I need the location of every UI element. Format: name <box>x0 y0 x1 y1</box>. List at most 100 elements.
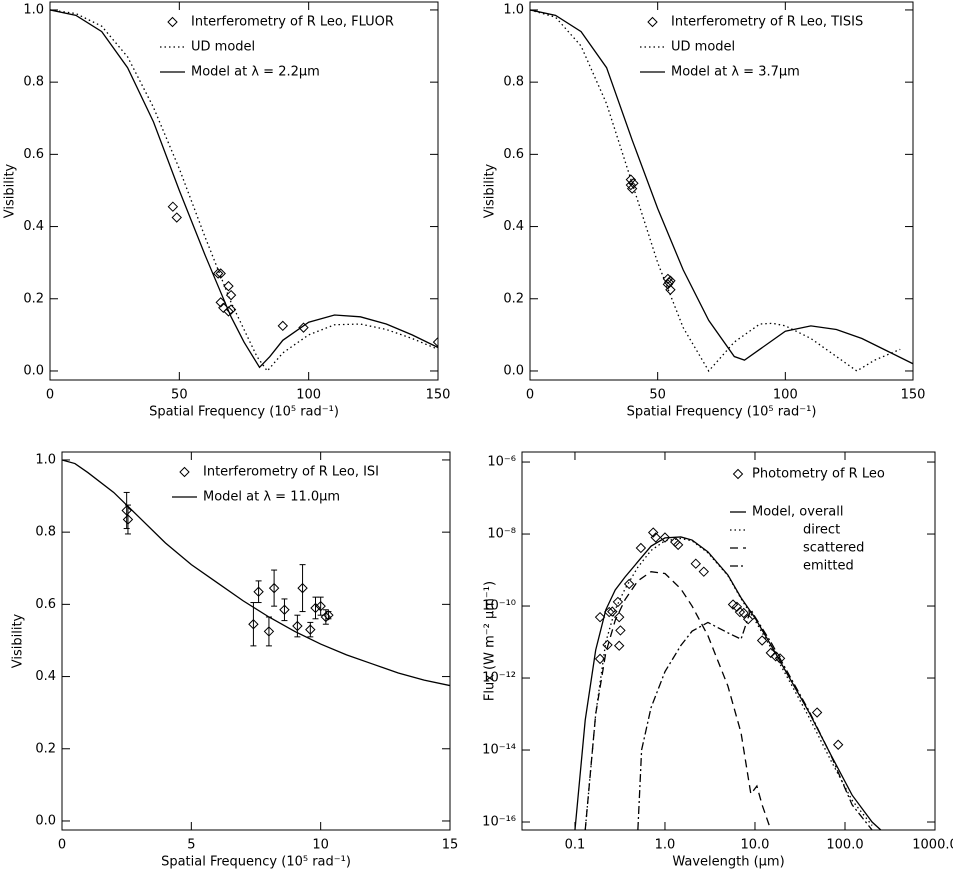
data-point <box>690 558 701 569</box>
y-tick-label: 0.0 <box>35 813 56 828</box>
y-tick-label: 0.4 <box>35 669 56 684</box>
y-tick-label: 0.2 <box>23 291 44 306</box>
data-point <box>756 635 768 646</box>
legend: Interferometry of R Leo, FLUOR UD model Mo… <box>160 15 394 80</box>
y-tick-label: 1.0 <box>503 2 524 17</box>
legend-label: Model, overall <box>752 505 843 520</box>
y-tick-label: 10⁻⁸ <box>487 527 516 542</box>
plot-frame <box>61 451 451 831</box>
data-point <box>625 174 637 185</box>
data-point <box>122 514 134 525</box>
model-line <box>574 536 882 830</box>
x-tick-label: 100 <box>296 388 321 403</box>
y-tick-label: 0.0 <box>23 363 44 378</box>
model-line <box>584 537 873 830</box>
data-point <box>594 653 606 665</box>
x-axis-title: Spatial Frequency (10⁵ rad⁻¹) <box>149 405 339 420</box>
data-point <box>223 306 234 317</box>
legend-label: emitted <box>803 559 854 574</box>
data-point <box>305 624 316 635</box>
data-point <box>248 619 259 630</box>
x-tick-label: 50 <box>649 388 666 403</box>
plot-frame <box>521 451 936 831</box>
x-tick-label: 1000.0 <box>912 838 953 853</box>
x-tick-label: 0.1 <box>565 838 586 853</box>
y-tick-label: 0.0 <box>503 363 524 378</box>
legend-label: UD model <box>671 40 735 55</box>
legend: Interferometry of R Leo, TISIS UD model Mo… <box>640 15 863 80</box>
legend-label: Interferometry of R Leo, ISI <box>203 465 379 480</box>
data-point <box>253 586 264 597</box>
data-point <box>613 611 625 623</box>
data-point <box>315 600 326 612</box>
y-tick-label: 0.6 <box>23 147 44 162</box>
model-line <box>62 459 450 687</box>
model-line <box>637 607 873 830</box>
data-point <box>310 602 321 614</box>
plot-area <box>62 459 450 687</box>
data-point <box>742 614 754 625</box>
data-point <box>212 268 224 279</box>
x-tick-label: 10.0 <box>741 838 770 853</box>
data-point <box>297 582 308 594</box>
data-point <box>223 280 234 292</box>
data-point <box>811 707 823 718</box>
legend-label: Photometry of R Leo <box>752 467 885 482</box>
legend-label: Model at λ = 11.0μm <box>203 490 340 505</box>
x-tick-label: 0 <box>526 388 534 403</box>
y-tick-label: 0.6 <box>35 597 56 612</box>
data-point <box>215 268 226 279</box>
y-tick-label: 10⁻¹⁶ <box>482 815 516 830</box>
y-axis-title: Flux (W m⁻² μm⁻¹) <box>483 581 498 701</box>
data-point <box>225 289 237 301</box>
model-line <box>50 9 438 373</box>
panel: 0 5 10 15 0.0 0.2 0.4 0.6 0.8 1.0 Spatial Frequenc… <box>11 451 458 870</box>
legend-label: Model at λ = 2.2μm <box>191 65 320 80</box>
data-point <box>650 532 661 543</box>
legend-label: Interferometry of R Leo, FLUOR <box>191 15 394 30</box>
panel: 0.1 1.0 10.0 100.0 1000.0 10⁻¹⁶ 10⁻¹⁴ 10⁻¹² 10⁻¹… <box>482 451 953 870</box>
data-point <box>738 607 749 619</box>
plot-frame <box>49 1 439 381</box>
x-tick-label: 0 <box>58 838 66 853</box>
y-axis-title: Visibility <box>483 163 498 218</box>
legend-label: direct <box>803 523 840 538</box>
data-point <box>647 527 659 538</box>
legend-label: UD model <box>191 40 255 55</box>
x-axis-title: Spatial Frequency (10⁵ rad⁻¹) <box>161 855 351 870</box>
panel: 0 50 100 150 0.0 0.2 0.4 0.6 0.8 1.0 Spatial Frequ… <box>3 1 451 420</box>
x-axis-title: Wavelength (μm) <box>672 855 784 870</box>
y-tick-label: 0.2 <box>35 741 56 756</box>
data-point <box>672 539 684 551</box>
data-point <box>625 179 637 191</box>
data-point <box>734 606 746 618</box>
y-tick-label: 10⁻¹² <box>482 671 516 686</box>
data-point <box>615 625 626 636</box>
data-point <box>121 505 132 516</box>
data-point <box>323 609 334 621</box>
data-point <box>612 596 624 608</box>
data-point <box>832 739 844 750</box>
plot-area <box>574 527 882 830</box>
data-point <box>432 336 438 348</box>
y-tick-label: 10⁻¹⁰ <box>482 599 516 614</box>
x-tick-label: 100 <box>773 388 798 403</box>
model-line <box>530 9 913 365</box>
x-tick-label: 150 <box>426 388 451 403</box>
data-point <box>613 640 625 651</box>
y-tick-label: 0.4 <box>23 219 44 234</box>
data-point <box>698 566 710 577</box>
x-tick-label: 0 <box>46 388 54 403</box>
data-point <box>607 606 618 617</box>
data-point <box>171 212 182 223</box>
legend: Interferometry of R Leo, ISI Model at λ =… <box>172 465 379 505</box>
plot-frame <box>529 1 914 381</box>
data-point <box>623 578 635 590</box>
y-tick-label: 10⁻¹⁴ <box>482 743 516 758</box>
model-line <box>584 571 772 830</box>
data-point <box>268 582 280 594</box>
legend-marker <box>732 468 744 480</box>
y-tick-label: 0.2 <box>503 291 524 306</box>
x-tick-label: 1.0 <box>655 838 676 853</box>
legend-label: Interferometry of R Leo, TISIS <box>671 15 863 30</box>
